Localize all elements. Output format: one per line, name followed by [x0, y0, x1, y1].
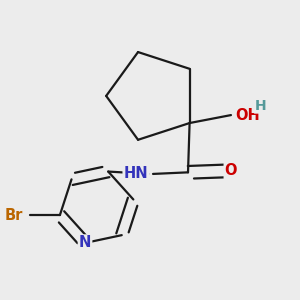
Text: O: O: [225, 163, 237, 178]
Text: Br: Br: [5, 208, 23, 223]
Text: HN: HN: [124, 167, 148, 182]
Text: H: H: [255, 98, 266, 112]
Text: OH: OH: [236, 108, 260, 123]
Text: N: N: [79, 236, 91, 250]
